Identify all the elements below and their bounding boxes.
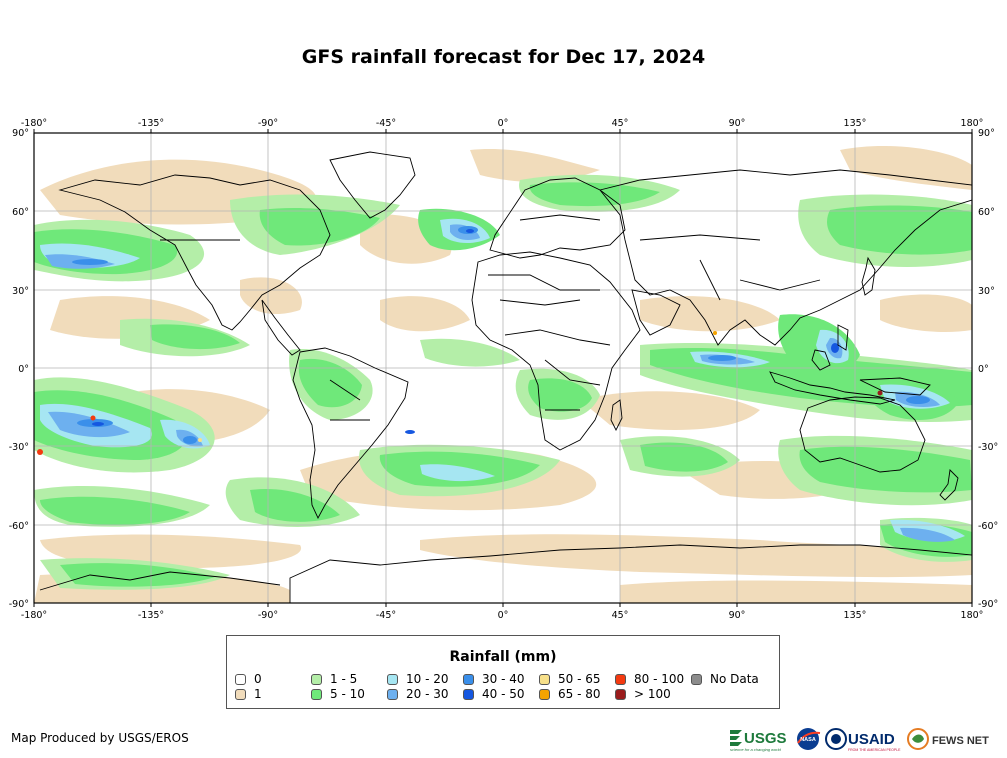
legend-item-80-100mm: 80 - 100 (615, 672, 684, 686)
legend-item-40-50mm: 40 - 50 (463, 687, 525, 701)
x-tick-top: -90° (258, 118, 278, 129)
svg-text:NASA: NASA (800, 737, 816, 743)
legend-swatch (463, 673, 474, 685)
y-tick-left: -30° (9, 442, 29, 453)
legend-swatch (235, 688, 246, 700)
agency-logos: USGS science for a changing world NASA U… (730, 728, 989, 752)
legend-item-0mm: 0 (235, 672, 262, 686)
australia-outline (799, 396, 926, 473)
x-tick-bottom: -180° (21, 610, 47, 620)
new-zealand-outline (939, 469, 959, 501)
svg-text:science for a changing world: science for a changing world (730, 747, 781, 752)
x-tick-bottom: 180° (961, 610, 984, 620)
x-tick-bottom: 0° (498, 610, 509, 620)
x-tick-top: -180° (21, 118, 47, 129)
legend-title: Rainfall (mm) (449, 649, 557, 665)
legend-item-1mm: 1 (235, 687, 262, 701)
y-tick-right: 30° (978, 286, 995, 297)
north-america-outline (58, 174, 331, 331)
y-tick-left: 0° (18, 364, 29, 375)
japan-outline (861, 256, 876, 296)
y-tick-right: -90° (978, 599, 998, 610)
usaid-logo: USAID FROM THE AMERICAN PEOPLE (825, 728, 901, 752)
indonesia-outline (769, 324, 931, 405)
legend-item-65-80mm: 65 - 80 (539, 687, 601, 701)
central-america-outline (261, 299, 301, 356)
svg-text:FROM THE AMERICAN PEOPLE: FROM THE AMERICAN PEOPLE (848, 748, 901, 752)
y-tick-right: 90° (978, 128, 995, 139)
y-tick-left: 60° (12, 207, 29, 218)
legend-swatch (691, 673, 702, 685)
y-tick-left: -60° (9, 521, 29, 532)
legend-item-over-100mm: > 100 (615, 687, 671, 701)
legend-swatch (539, 688, 550, 700)
legend-swatch (235, 673, 246, 685)
legend: Rainfall (mm) 0 1 1 - 5 5 - 10 10 - 20 2… (226, 635, 780, 709)
x-tick-top: 180° (961, 118, 984, 129)
legend-swatch (311, 673, 322, 685)
legend-swatch (387, 688, 398, 700)
x-tick-top: -45° (376, 118, 396, 129)
x-tick-top: 0° (498, 118, 509, 129)
x-tick-top: 45° (612, 118, 629, 129)
x-tick-bottom: 135° (844, 610, 867, 620)
map-credit: Map Produced by USGS/EROS (11, 731, 189, 745)
legend-swatch (387, 673, 398, 685)
y-tick-right: 0° (978, 364, 989, 375)
y-tick-left: -90° (9, 599, 29, 610)
legend-swatch (311, 688, 322, 700)
map-title: GFS rainfall forecast for Dec 17, 2024 (301, 46, 706, 68)
nasa-logo: NASA (797, 728, 821, 750)
x-tick-top: -135° (138, 118, 164, 129)
rainfall-heavy-spots (37, 331, 883, 455)
legend-swatch (463, 688, 474, 700)
greenland-outline (329, 151, 416, 219)
legend-item-5-10mm: 5 - 10 (311, 687, 365, 701)
asia-outline (599, 169, 973, 346)
legend-item-20-30mm: 20 - 30 (387, 687, 449, 701)
x-tick-top: 135° (844, 118, 867, 129)
x-tick-bottom: 90° (729, 610, 746, 620)
arabia-outline (631, 289, 681, 336)
legend-swatch (615, 688, 626, 700)
legend-item-1-5mm: 1 - 5 (311, 672, 357, 686)
x-tick-top: 90° (729, 118, 746, 129)
legend-swatch (615, 673, 626, 685)
graticule (34, 133, 972, 603)
fewsnet-logo: FEWS NET (907, 728, 989, 750)
legend-swatch (539, 673, 550, 685)
svg-text:USGS: USGS (744, 730, 787, 747)
legend-item-50-65mm: 50 - 65 (539, 672, 601, 686)
x-tick-bottom: 45° (612, 610, 629, 620)
africa-outline (471, 251, 641, 451)
y-tick-right: -30° (978, 442, 998, 453)
madagascar-outline (610, 399, 623, 432)
y-tick-right: -60° (978, 521, 998, 532)
y-tick-right: 60° (978, 207, 995, 218)
x-tick-bottom: -45° (376, 610, 396, 620)
legend-item-10-20mm: 10 - 20 (387, 672, 449, 686)
south-america-outline (292, 347, 409, 520)
rainfall-40-50mm-areas (92, 229, 839, 434)
svg-text:FEWS NET: FEWS NET (932, 735, 989, 747)
legend-item-no-data: No Data (691, 672, 759, 686)
usgs-logo: USGS science for a changing world (730, 730, 787, 752)
y-tick-left: 30° (12, 286, 29, 297)
tick-marks (33, 129, 973, 607)
europe-outline (489, 177, 626, 259)
svg-text:USAID: USAID (848, 731, 895, 748)
legend-item-30-40mm: 30 - 40 (463, 672, 525, 686)
rainfall-map[interactable]: -180° -135° -90° -45° 0° 45° 90° 135° 18… (0, 110, 1007, 620)
x-tick-bottom: -90° (258, 610, 278, 620)
antarctic-coast (39, 571, 281, 591)
x-tick-bottom: -135° (138, 610, 164, 620)
y-tick-left: 90° (12, 128, 29, 139)
